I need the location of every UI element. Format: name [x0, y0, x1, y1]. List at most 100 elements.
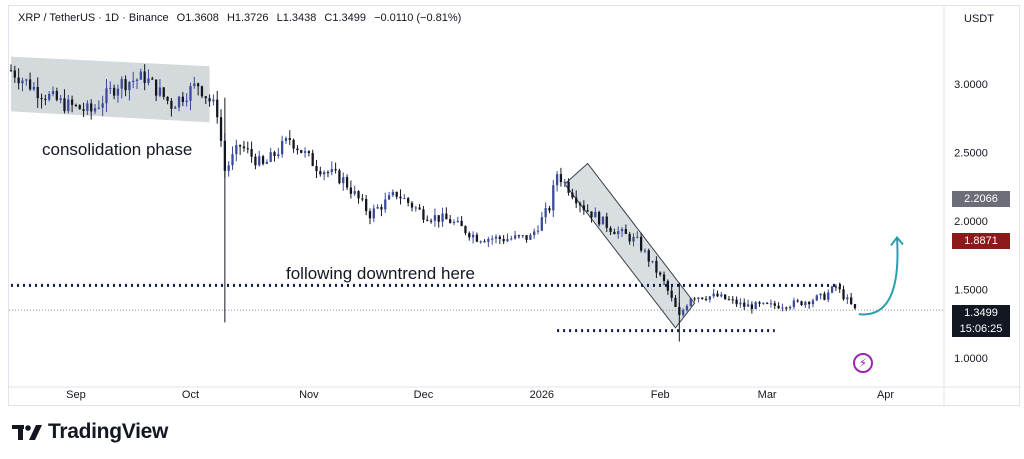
candle-body[interactable] [426, 219, 429, 221]
candle-body[interactable] [338, 170, 341, 184]
candle-body[interactable] [311, 152, 314, 166]
candle-body[interactable] [846, 297, 849, 300]
candle-body[interactable] [357, 191, 360, 199]
candle-body[interactable] [662, 274, 666, 281]
candle-body[interactable] [777, 305, 780, 309]
candle-body[interactable] [769, 303, 773, 305]
candle-body[interactable] [403, 198, 406, 200]
candle-body[interactable] [227, 165, 230, 171]
candle-body[interactable] [575, 197, 578, 204]
candle-body[interactable] [624, 229, 627, 234]
candle-body[interactable] [177, 96, 181, 108]
candle-body[interactable] [850, 297, 853, 305]
candle-body[interactable] [838, 286, 841, 290]
candle-body[interactable] [109, 87, 112, 89]
candle-body[interactable] [63, 98, 66, 112]
candle-body[interactable] [40, 98, 43, 100]
candle-body[interactable] [410, 202, 414, 208]
candle-body[interactable] [605, 216, 608, 228]
candle-body[interactable] [510, 238, 513, 240]
candle-body[interactable] [105, 88, 108, 104]
candle-body[interactable] [788, 306, 792, 309]
candle-body[interactable] [246, 148, 249, 150]
candle-body[interactable] [250, 149, 253, 157]
symbol-title[interactable]: XRP / TetherUS · 1D · Binance [18, 12, 169, 24]
candle-body[interactable] [674, 297, 677, 307]
candle-body[interactable] [384, 199, 387, 210]
chart-svg[interactable]: 1.0000 1.5000 2.0000 2.5000 3.0000 Sep Oct Nov D… [9, 6, 1021, 407]
candle-body[interactable] [334, 169, 337, 171]
candle-body[interactable] [830, 286, 834, 293]
candle-body[interactable] [319, 171, 322, 175]
candle-body[interactable] [67, 99, 70, 112]
candle-body[interactable] [548, 208, 551, 211]
candle-body[interactable] [617, 231, 620, 235]
candle-body[interactable] [815, 295, 818, 301]
candle-body[interactable] [460, 220, 463, 227]
candle-body[interactable] [685, 305, 689, 311]
candle-body[interactable] [464, 226, 467, 234]
candle-body[interactable] [17, 77, 20, 84]
candle-body[interactable] [441, 213, 444, 222]
candle-body[interactable] [731, 299, 734, 301]
candle-body[interactable] [827, 292, 830, 300]
candle-body[interactable] [792, 300, 796, 307]
candle-body[interactable] [571, 192, 574, 198]
candle-body[interactable] [735, 299, 738, 305]
candle-body[interactable] [395, 191, 398, 197]
candle-body[interactable] [387, 195, 391, 200]
candle-body[interactable] [578, 203, 582, 206]
candle-body[interactable] [13, 70, 16, 78]
candle-body[interactable] [555, 174, 559, 186]
candle-body[interactable] [242, 146, 246, 149]
candle-body[interactable] [120, 79, 123, 89]
candle-body[interactable] [204, 96, 207, 99]
candle-body[interactable] [433, 215, 437, 221]
candle-body[interactable] [124, 79, 127, 91]
candle-body[interactable] [97, 107, 100, 109]
candle-body[interactable] [586, 210, 589, 212]
candle-body[interactable] [636, 236, 639, 238]
downtrend-channel-box[interactable] [564, 162, 696, 329]
candle-body[interactable] [529, 235, 532, 240]
candle-body[interactable] [307, 151, 311, 153]
candle-body[interactable] [90, 103, 93, 112]
candle-body[interactable] [750, 304, 754, 309]
candle-body[interactable] [727, 299, 731, 301]
candle-body[interactable] [261, 156, 265, 164]
candle-body[interactable] [86, 103, 89, 111]
candle-body[interactable] [643, 250, 647, 252]
candle-body[interactable] [853, 304, 857, 309]
candle-body[interactable] [9, 70, 13, 72]
candle-body[interactable] [147, 78, 150, 83]
candle-body[interactable] [112, 87, 116, 96]
candle-body[interactable] [200, 86, 204, 97]
candle-body[interactable] [521, 235, 524, 237]
candle-body[interactable] [647, 250, 650, 262]
candle-body[interactable] [300, 150, 303, 153]
candle-body[interactable] [594, 211, 597, 218]
candle-body[interactable] [773, 303, 776, 306]
candle-body[interactable] [785, 307, 788, 309]
candle-body[interactable] [269, 152, 272, 162]
candle-body[interactable] [834, 286, 838, 288]
candle-body[interactable] [170, 100, 173, 109]
candle-body[interactable] [380, 207, 383, 210]
candle-body[interactable] [254, 156, 257, 166]
candle-body[interactable] [659, 272, 662, 275]
candle-body[interactable] [36, 86, 39, 99]
candle-body[interactable] [21, 80, 24, 84]
candle-body[interactable] [559, 174, 563, 183]
candle-body[interactable] [193, 83, 196, 87]
candle-body[interactable] [323, 172, 326, 175]
candle-body[interactable] [132, 80, 135, 83]
candle-body[interactable] [185, 100, 188, 102]
candle-body[interactable] [231, 154, 234, 166]
candle-body[interactable] [78, 105, 81, 110]
candle-body[interactable] [597, 211, 601, 225]
candle-body[interactable] [689, 298, 692, 306]
candle-body[interactable] [174, 107, 177, 109]
candle-body[interactable] [376, 207, 379, 209]
candle-body[interactable] [471, 234, 475, 238]
candle-body[interactable] [808, 302, 811, 305]
